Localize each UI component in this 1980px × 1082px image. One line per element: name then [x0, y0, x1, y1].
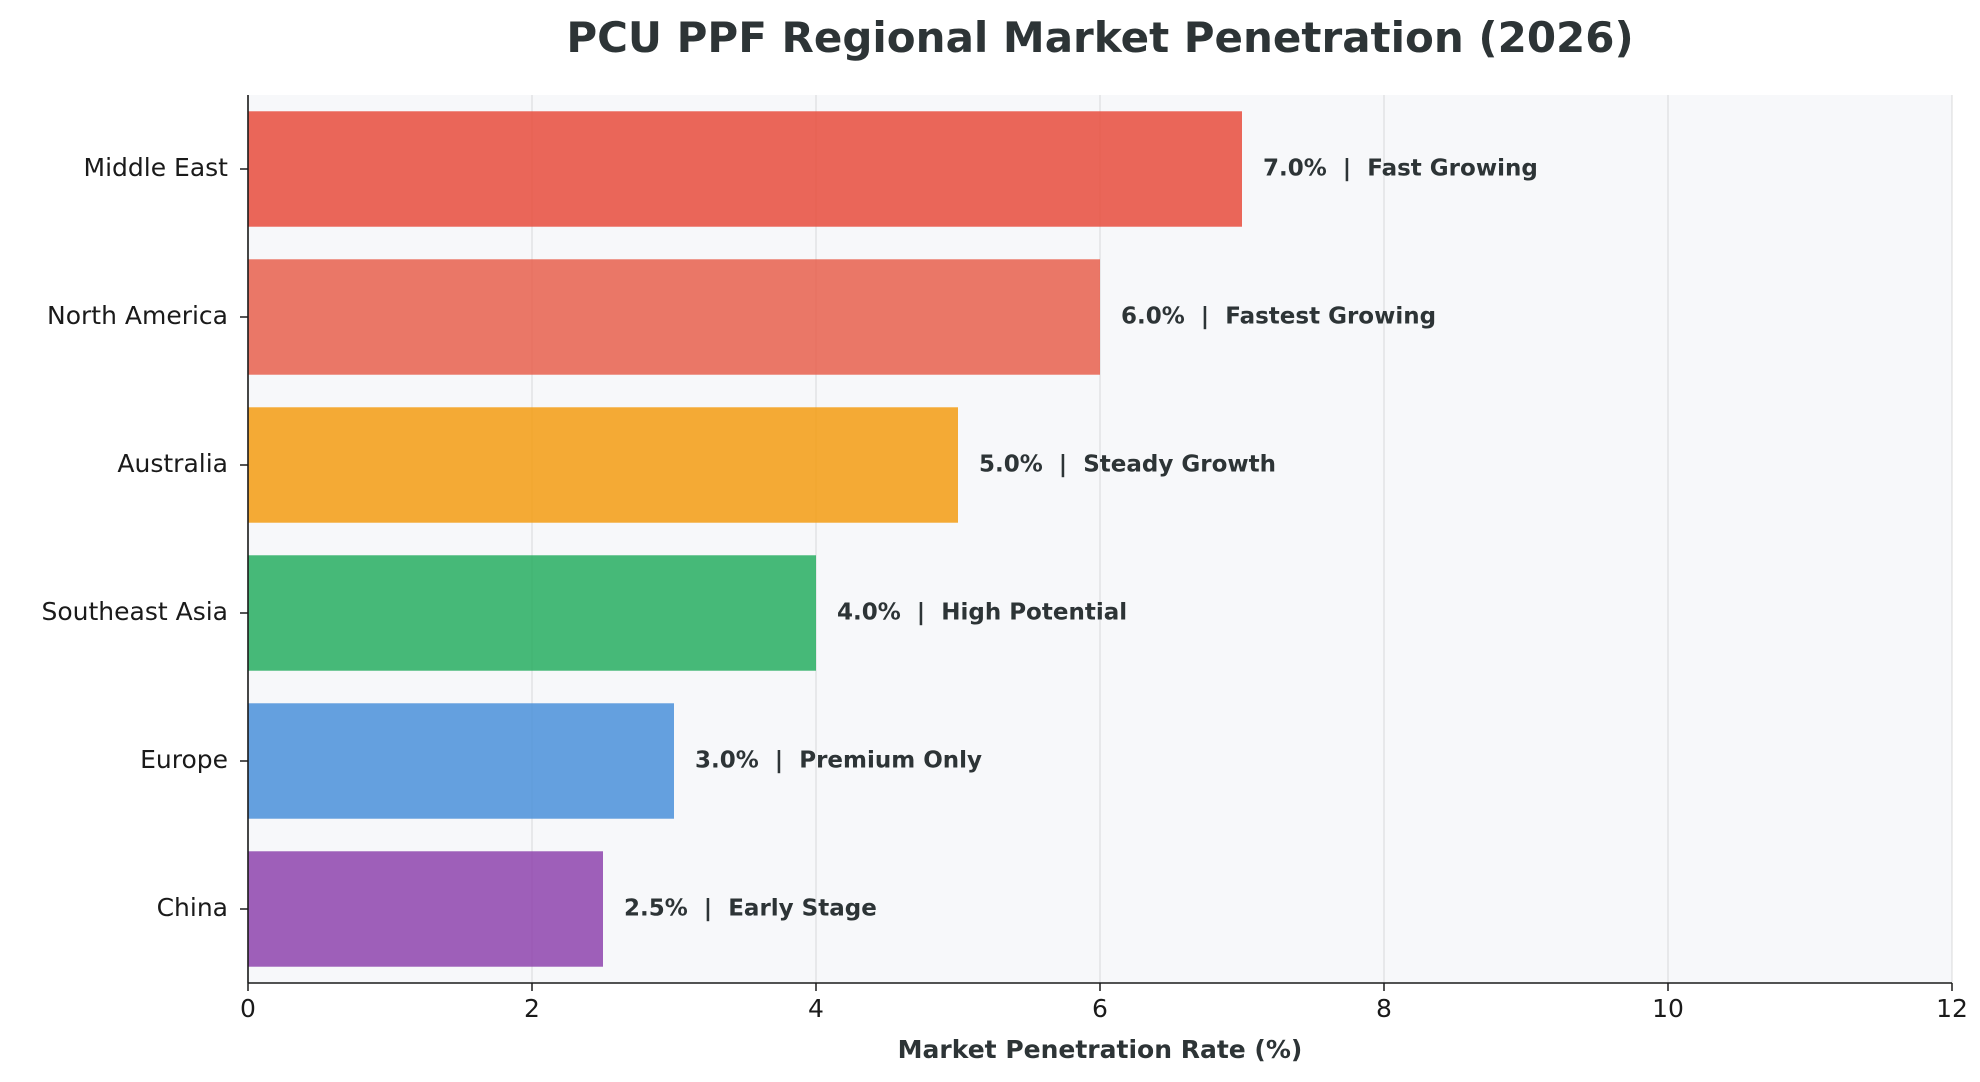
- y-tick-label: Europe: [140, 745, 228, 774]
- x-tick-label: 6: [1092, 994, 1108, 1023]
- bar: [248, 111, 1242, 227]
- x-axis-label: Market Penetration Rate (%): [898, 1035, 1303, 1064]
- bar: [248, 555, 816, 671]
- bar-value-label: 4.0% | High Potential: [837, 600, 1127, 626]
- bar: [248, 851, 603, 967]
- x-tick-label: 4: [808, 994, 824, 1023]
- bar-value-label: 5.0% | Steady Growth: [979, 452, 1276, 478]
- ticks: Middle East North America Australia Southea…: [41, 153, 1967, 1023]
- chart-title: PCU PPF Regional Market Penetration (202…: [566, 13, 1633, 62]
- x-tick-label: 8: [1376, 994, 1392, 1023]
- y-tick-label: North America: [47, 301, 228, 330]
- y-tick-label: Australia: [117, 449, 228, 478]
- x-tick-label: 10: [1652, 994, 1684, 1023]
- y-tick-label: Middle East: [84, 153, 229, 182]
- y-tick-label: Southeast Asia: [41, 597, 228, 626]
- bar-value-label: 2.5% | Early Stage: [624, 896, 877, 922]
- x-tick-label: 2: [524, 994, 540, 1023]
- bar: [248, 259, 1100, 375]
- bar-value-label: 7.0% | Fast Growing: [1263, 156, 1538, 182]
- bar-value-label: 6.0% | Fastest Growing: [1121, 304, 1436, 330]
- bars: [248, 111, 1242, 967]
- x-tick-label: 12: [1936, 994, 1968, 1023]
- bar-value-label: 3.0% | Premium Only: [695, 748, 982, 774]
- bar: [248, 703, 674, 819]
- y-tick-label: China: [157, 893, 228, 922]
- x-tick-label: 0: [240, 994, 256, 1023]
- bar: [248, 407, 958, 523]
- bar-labels: 7.0% | Fast Growing 6.0% | Fastest Growin…: [624, 156, 1538, 922]
